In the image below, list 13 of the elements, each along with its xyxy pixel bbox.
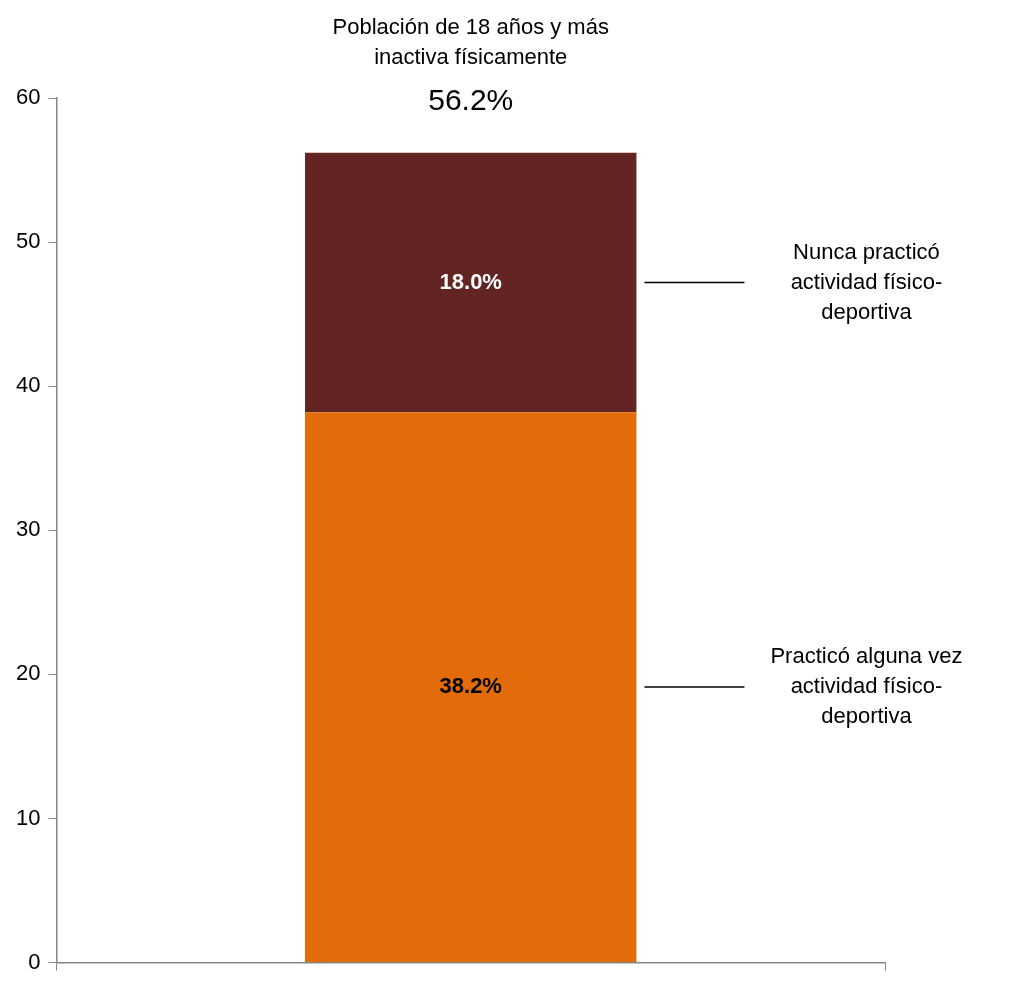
y-tick-label: 30 bbox=[15, 516, 41, 542]
text: Practicó alguna vez actividad físico-deportiva bbox=[770, 643, 963, 729]
y-tick-label: 20 bbox=[15, 660, 41, 686]
y-tick-label: 40 bbox=[15, 372, 41, 398]
y-tick-label: 60 bbox=[15, 84, 41, 110]
data-label: 38.2% bbox=[439, 673, 502, 699]
data-label: 18.0% bbox=[439, 268, 502, 294]
y-tick-label: 0 bbox=[28, 948, 41, 974]
total-label: 56.2% bbox=[428, 83, 514, 117]
y-tick-label: 50 bbox=[15, 228, 41, 254]
y-tick-label: 10 bbox=[15, 804, 41, 830]
text: Nunca practicó actividad físico-deportiva bbox=[790, 238, 943, 324]
chart-title: Población de 18 años y más inactiva físicamente bbox=[332, 14, 609, 70]
